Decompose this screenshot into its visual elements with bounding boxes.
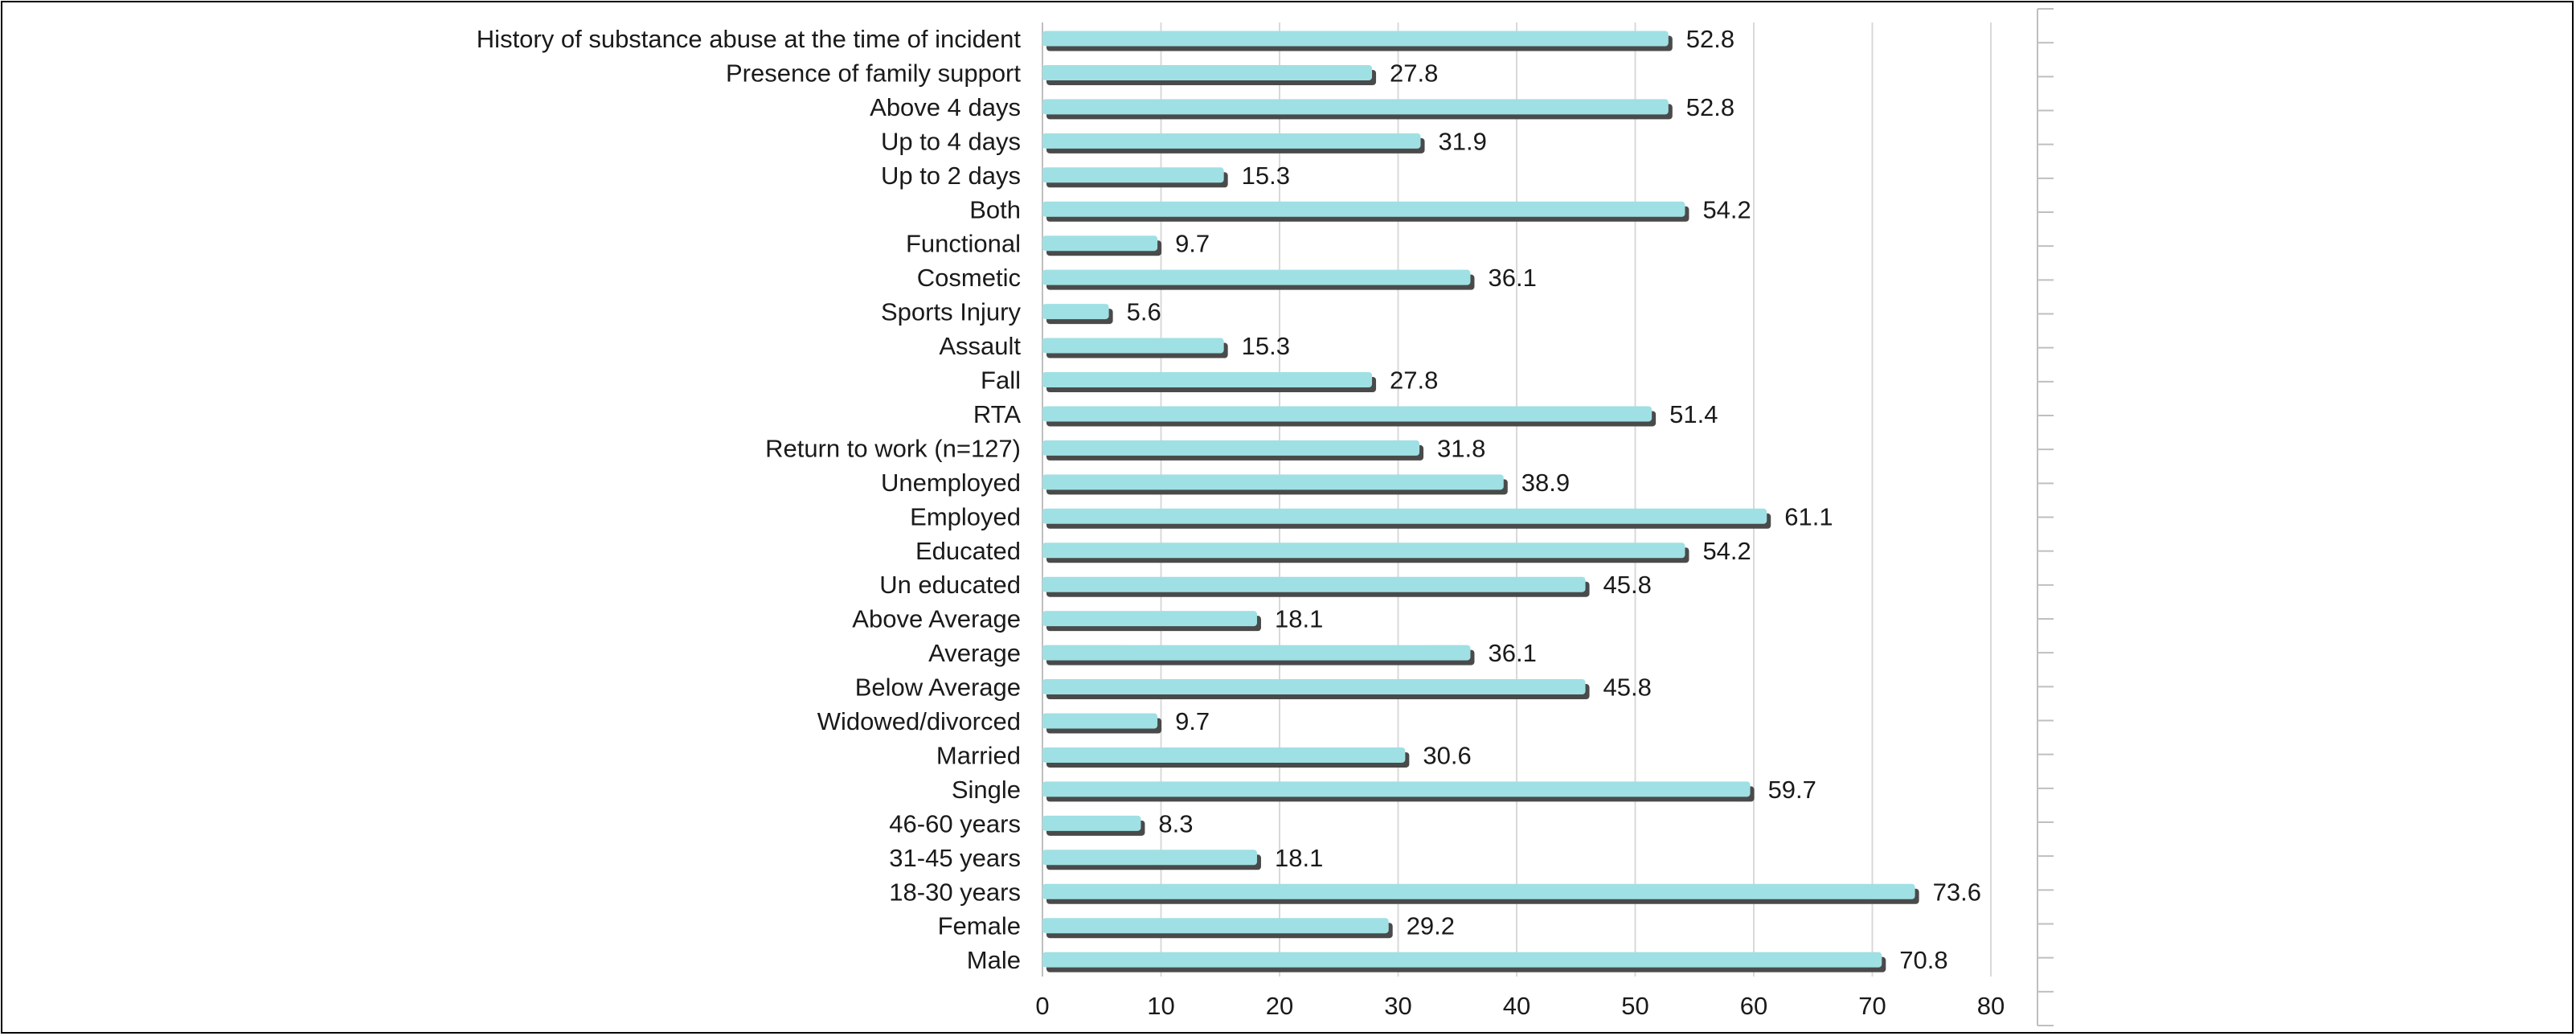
bar	[1042, 269, 1471, 285]
bar	[1042, 508, 1767, 524]
value-label: 15.3	[1242, 332, 1290, 360]
value-label: 52.8	[1686, 93, 1734, 121]
bar	[1042, 304, 1109, 320]
value-labels: 52.8 27.8 52.8 31.9 15.3 54.2 9.7 36.1 5.6 15.3 27…	[1127, 25, 1981, 974]
value-label: 15.3	[1242, 162, 1290, 190]
category-label: Below Average	[855, 674, 1021, 702]
category-label: Fall	[981, 366, 1021, 395]
category-label: Up to 2 days	[881, 162, 1021, 190]
x-tick-label: 10	[1147, 992, 1174, 1020]
bar	[1042, 576, 1586, 592]
x-tick-label: 60	[1740, 992, 1767, 1020]
x-tick-label: 40	[1503, 992, 1530, 1020]
category-label: Above Average	[852, 605, 1021, 633]
category-label: Female	[938, 912, 1021, 940]
x-tick-label: 30	[1384, 992, 1411, 1020]
category-label: Functional	[906, 230, 1021, 258]
x-tick-label: 20	[1266, 992, 1293, 1020]
category-label: Average	[928, 639, 1021, 667]
value-label: 45.8	[1603, 571, 1652, 599]
bar	[1042, 611, 1257, 627]
category-label: Educated	[915, 537, 1021, 565]
category-label: 31-45 years	[889, 844, 1021, 872]
value-label: 36.1	[1488, 639, 1536, 667]
bar	[1042, 406, 1652, 422]
category-label: Presence of family support	[726, 59, 1021, 87]
value-label: 5.6	[1127, 298, 1161, 326]
category-label: Both	[969, 195, 1021, 223]
value-label: 18.1	[1275, 605, 1323, 633]
bar	[1042, 474, 1504, 490]
bar	[1042, 815, 1141, 831]
bar	[1042, 440, 1420, 456]
category-labels: History of substance abuse at the time o…	[477, 25, 1022, 974]
category-label: Un educated	[879, 571, 1021, 599]
category-label: Married	[936, 741, 1021, 769]
bar	[1042, 679, 1586, 695]
bars	[1042, 31, 1919, 973]
x-tick-label: 0	[1035, 992, 1049, 1020]
category-label: RTA	[973, 400, 1021, 428]
x-tick-label: 80	[1977, 992, 2005, 1020]
category-label: Above 4 days	[870, 93, 1021, 121]
value-label: 9.7	[1175, 230, 1210, 258]
bar	[1042, 543, 1685, 559]
value-label: 29.2	[1407, 912, 1455, 940]
bar	[1042, 883, 1915, 899]
value-label: 70.8	[1899, 946, 1947, 974]
value-label: 31.8	[1437, 434, 1485, 462]
bar	[1042, 781, 1751, 797]
category-label: Unemployed	[881, 469, 1021, 497]
bar	[1042, 918, 1389, 934]
x-tick-label: 70	[1858, 992, 1886, 1020]
category-label: 46-60 years	[889, 809, 1021, 837]
category-label: Sports Injury	[881, 298, 1022, 326]
bar	[1042, 850, 1257, 866]
value-label: 36.1	[1488, 264, 1536, 292]
bar	[1042, 235, 1158, 252]
value-label: 18.1	[1275, 844, 1323, 872]
bar	[1042, 167, 1224, 183]
bar	[1042, 952, 1882, 968]
value-label: 54.2	[1702, 537, 1751, 565]
category-label: Employed	[910, 502, 1021, 530]
value-label: 8.3	[1158, 809, 1193, 837]
category-label: Cosmetic	[917, 264, 1021, 292]
value-label: 61.1	[1784, 502, 1833, 530]
category-label: Assault	[939, 332, 1021, 360]
value-label: 38.9	[1521, 469, 1570, 497]
value-label: 59.7	[1768, 776, 1816, 804]
value-label: 52.8	[1686, 25, 1734, 53]
bar	[1042, 372, 1373, 387]
value-label: 27.8	[1390, 59, 1438, 87]
category-label: Return to work (n=127)	[765, 434, 1021, 462]
bar	[1042, 747, 1406, 763]
category-label: History of substance abuse at the time o…	[477, 25, 1022, 53]
bar	[1042, 338, 1224, 354]
category-label: Widowed/divorced	[817, 707, 1021, 735]
category-label: 18-30 years	[889, 878, 1021, 906]
bar	[1042, 99, 1669, 115]
category-label: Single	[952, 776, 1021, 804]
bar	[1042, 713, 1158, 729]
value-label: 54.2	[1702, 195, 1751, 223]
x-tick-label: 50	[1621, 992, 1648, 1020]
value-label: 9.7	[1175, 707, 1210, 735]
value-label: 51.4	[1669, 400, 1718, 428]
value-label: 30.6	[1423, 741, 1471, 769]
value-label: 73.6	[1933, 878, 1981, 906]
bar	[1042, 31, 1669, 47]
x-axis: 0 10 20 30 40 50 60 70 80	[1035, 992, 2005, 1020]
bar	[1042, 201, 1685, 217]
category-label: Male	[967, 946, 1021, 974]
bar	[1042, 64, 1373, 80]
value-label: 31.9	[1439, 127, 1487, 155]
bar	[1042, 133, 1421, 149]
bar	[1042, 645, 1471, 661]
value-label: 27.8	[1390, 366, 1438, 395]
value-label: 45.8	[1603, 674, 1652, 702]
category-label: Up to 4 days	[881, 127, 1021, 155]
